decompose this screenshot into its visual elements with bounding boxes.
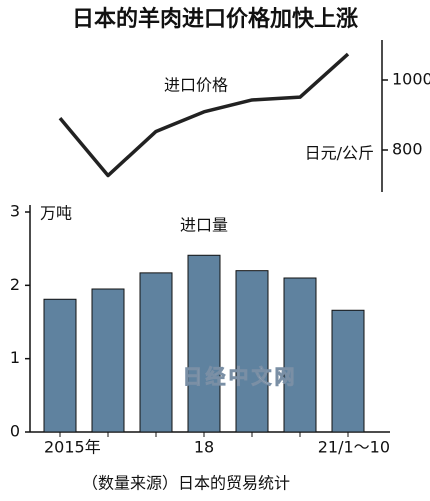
chart-title: 日本的羊肉进口价格加快上涨	[72, 6, 358, 32]
bar	[139, 272, 173, 433]
x-tick-label: 2015年	[44, 438, 101, 457]
x-tick-label: 18	[194, 438, 214, 457]
y-tick-label: 2	[10, 275, 20, 294]
bar	[187, 254, 221, 433]
x-tick-label: 21/1～10	[318, 438, 390, 457]
bar	[91, 288, 125, 433]
bar	[43, 298, 77, 433]
y-tick-label: 3	[10, 202, 20, 221]
bar	[235, 270, 269, 433]
bar-label: 进口量	[180, 216, 228, 235]
bar-unit: 万吨	[40, 204, 72, 223]
line	[58, 52, 350, 178]
bar	[283, 277, 317, 433]
y-tick-label: 0	[10, 422, 20, 441]
y-tick-label: 1	[10, 348, 20, 367]
watermark: 日经中文网	[183, 365, 298, 389]
bar	[331, 309, 365, 433]
y-tick-label: 800	[392, 140, 423, 159]
line-label: 进口价格	[164, 76, 228, 95]
line-unit: 日元/公斤	[305, 144, 374, 163]
y-tick-label: 1000	[392, 70, 430, 89]
source: （数量来源）日本的贸易统计	[82, 474, 290, 493]
